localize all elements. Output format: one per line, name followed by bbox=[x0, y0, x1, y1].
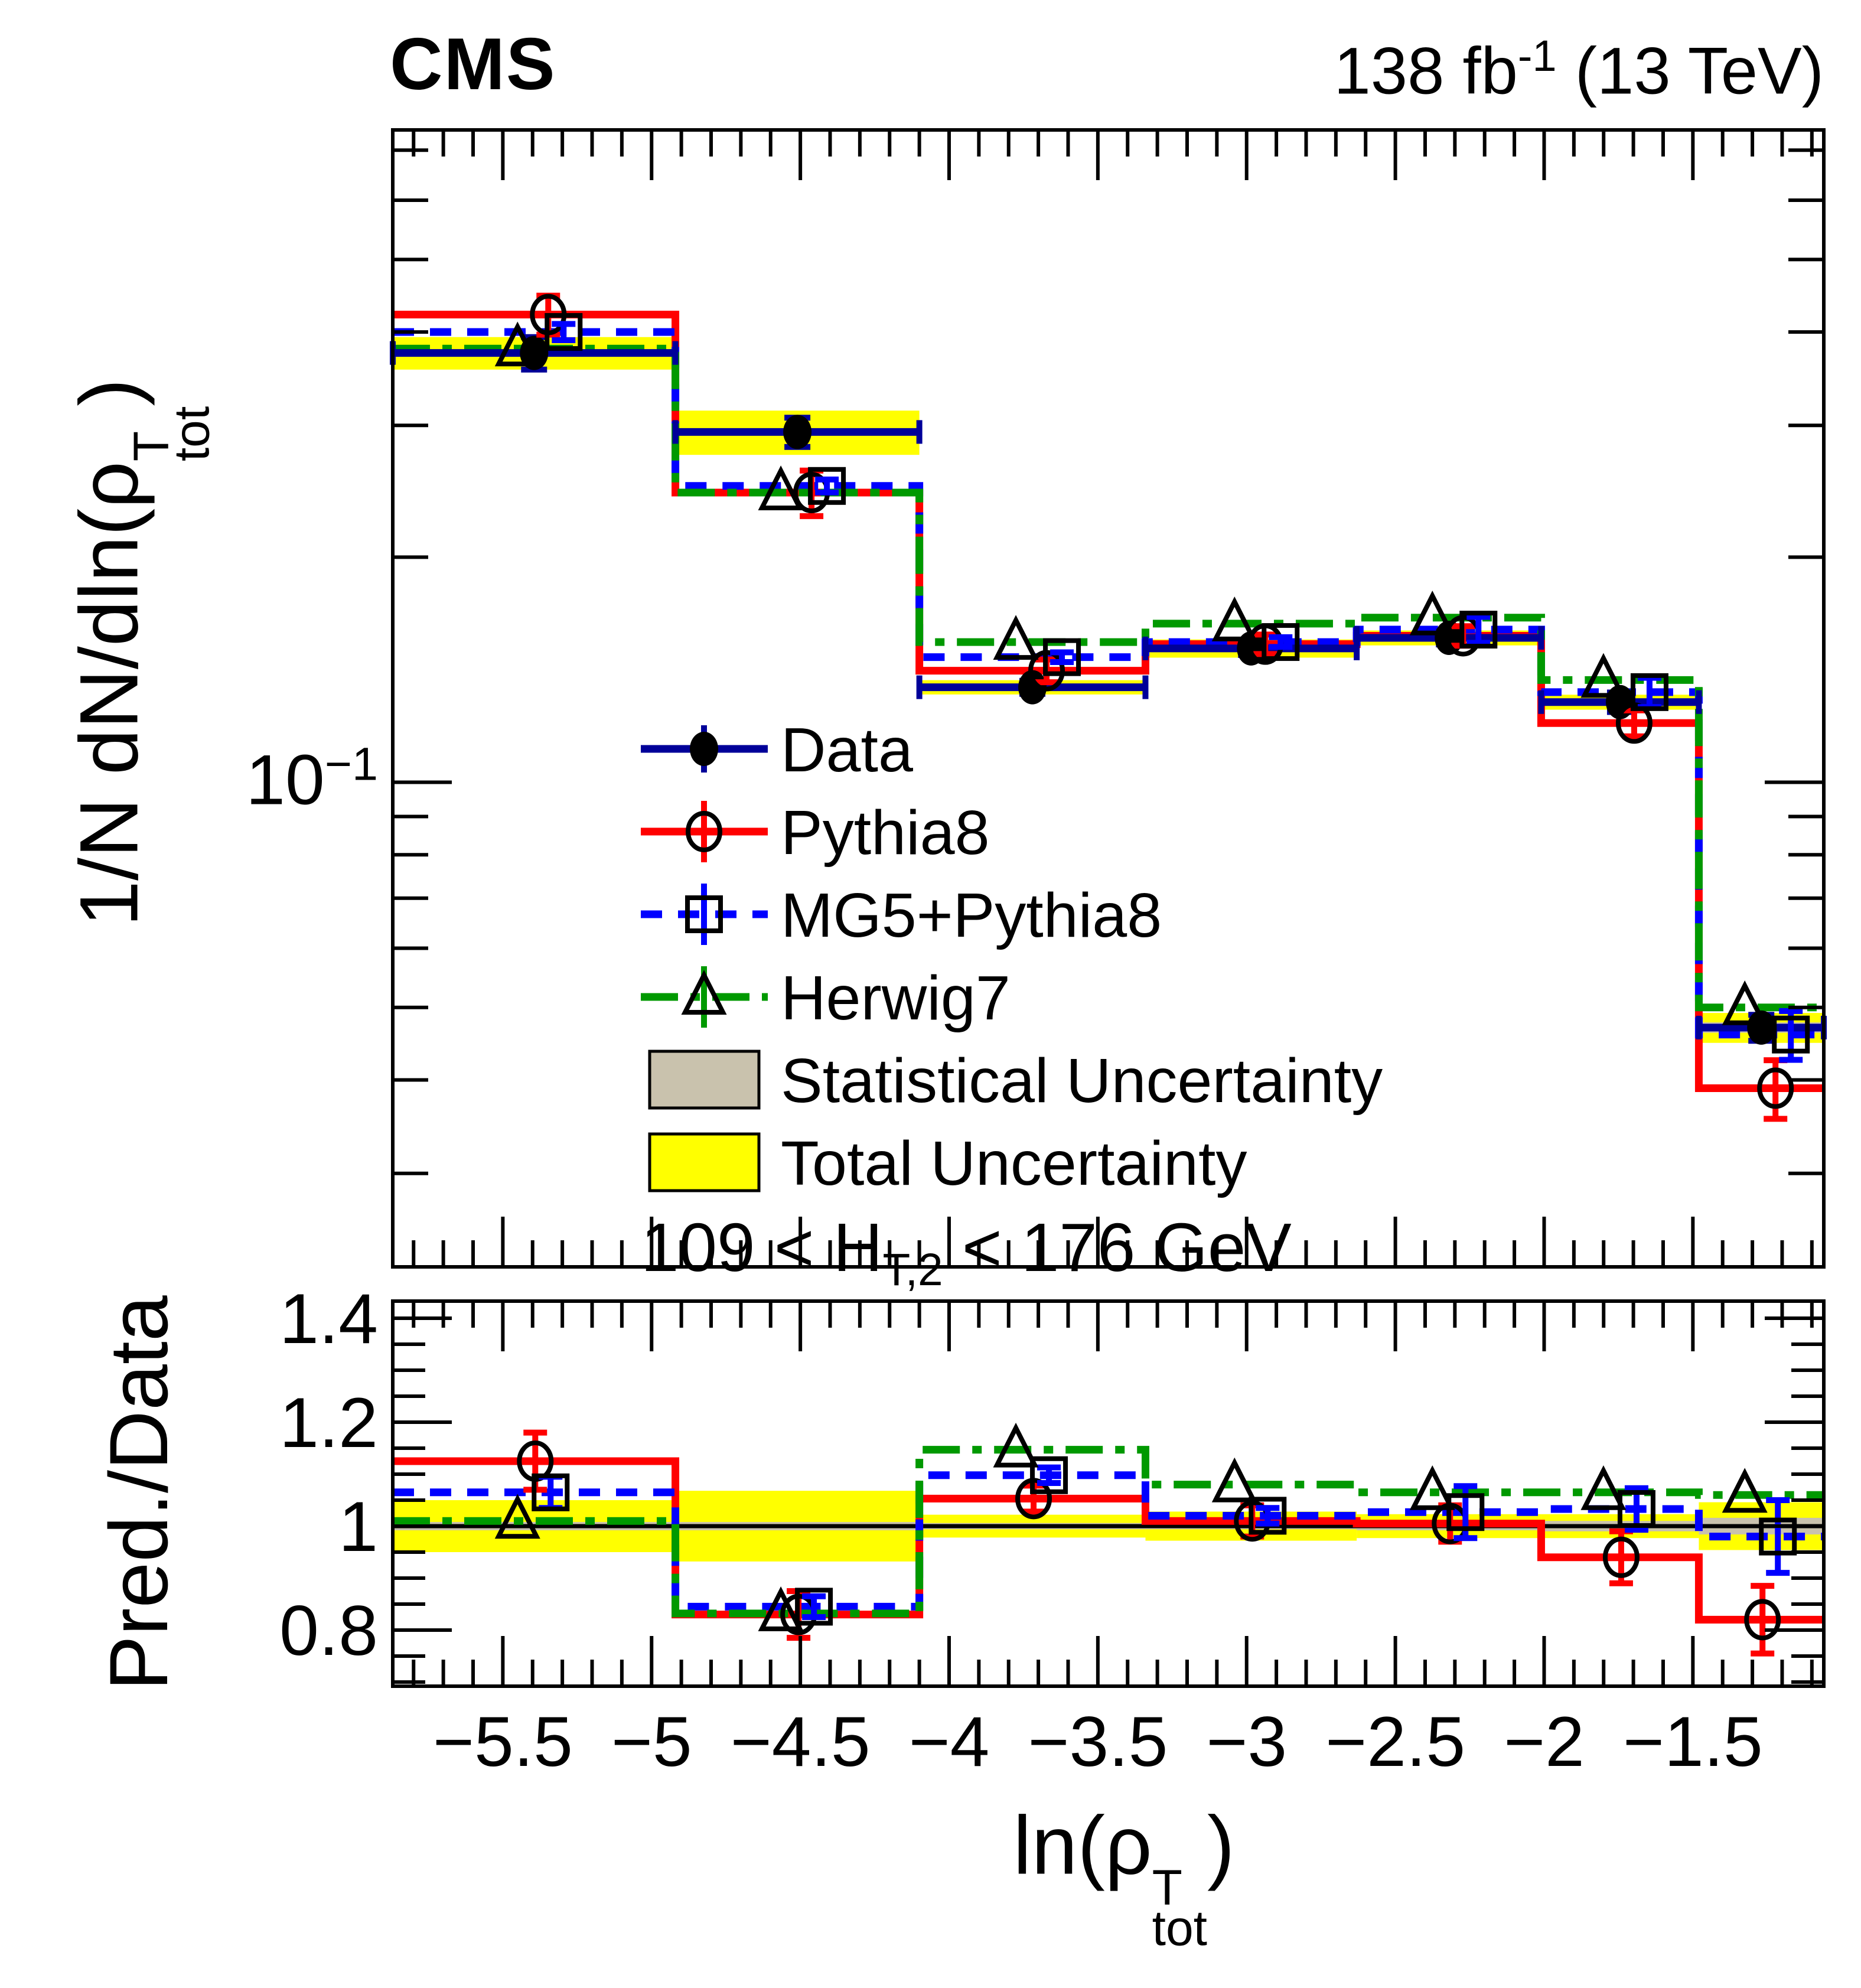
legend-total-uncertainty-swatch bbox=[648, 1132, 761, 1192]
herwig7-ratio-marker bbox=[1409, 1465, 1455, 1510]
ratio-hist-mg5+pythia8 bbox=[393, 1471, 1824, 1611]
x-tick-label: −5 bbox=[611, 1702, 692, 1781]
hist-herwig7 bbox=[393, 344, 1824, 1012]
herwig7-ratio-marker bbox=[758, 1586, 804, 1631]
x-tick-label: −2.5 bbox=[1325, 1702, 1465, 1781]
experiment-label: CMS bbox=[390, 24, 556, 105]
x-tick-label: −1.5 bbox=[1623, 1702, 1763, 1781]
herwig7-marker bbox=[1580, 653, 1627, 698]
herwig7-ratio-marker bbox=[1211, 1457, 1257, 1503]
x-tick-label: −5.5 bbox=[433, 1702, 573, 1781]
data-marker bbox=[783, 415, 812, 449]
luminosity-label: 138 fb-1 (13 TeV) bbox=[1334, 31, 1824, 109]
mg5+pythia8-marker bbox=[1772, 1015, 1810, 1054]
rho-symbol: ρ bbox=[1104, 1798, 1152, 1892]
legend-label: Data bbox=[781, 715, 913, 785]
mg5+pythia8-marker bbox=[1262, 623, 1300, 661]
mg5+pythia8-ratio-marker bbox=[532, 1473, 570, 1511]
mg5+pythia8-marker bbox=[1459, 611, 1498, 649]
mg5+pythia8-ratio-marker bbox=[1030, 1456, 1068, 1494]
pythia8-ratio-marker bbox=[1744, 1599, 1781, 1641]
herwig7-ratio-marker bbox=[1580, 1465, 1627, 1510]
ratio-y-tick-label: 1 bbox=[338, 1487, 378, 1566]
x-tick-label: −3 bbox=[1206, 1702, 1287, 1781]
legend-label: Pythia8 bbox=[781, 798, 990, 868]
mg5+pythia8-ratio-marker bbox=[795, 1588, 833, 1626]
mg5+pythia8-ratio-marker bbox=[1249, 1497, 1287, 1535]
lumi-suffix: (13 TeV) bbox=[1556, 34, 1824, 108]
x-tick-label: −4.5 bbox=[731, 1702, 871, 1781]
pythia8-marker bbox=[1757, 1067, 1794, 1109]
legend-pythia8-marker bbox=[686, 811, 722, 852]
ratio-y-axis-title: Pred./Data bbox=[92, 1295, 185, 1691]
ratio-y-tick-label: 0.8 bbox=[279, 1591, 378, 1670]
mg5+pythia8-ratio-marker bbox=[1759, 1517, 1797, 1556]
data-marker bbox=[1747, 1010, 1776, 1045]
top-panel-frame bbox=[391, 128, 1826, 1269]
legend-label: Statistical Uncertainty bbox=[781, 1046, 1383, 1116]
herwig7-marker bbox=[1409, 590, 1455, 635]
legend-label: Herwig7 bbox=[781, 963, 1011, 1033]
lumi-prefix: 138 fb bbox=[1334, 34, 1518, 108]
legend-stat-uncertainty-swatch bbox=[648, 1050, 761, 1110]
herwig7-marker bbox=[993, 615, 1039, 660]
herwig7-marker bbox=[494, 321, 540, 367]
pythia8-ratio-marker bbox=[1602, 1536, 1640, 1578]
legend-data-marker bbox=[690, 732, 718, 766]
legend-mg5+pythia8-marker bbox=[685, 895, 723, 933]
herwig7-marker bbox=[758, 465, 804, 510]
herwig7-ratio-marker bbox=[494, 1494, 540, 1539]
herwig7-marker bbox=[1211, 596, 1257, 641]
ratio-y-tick-label: 1.4 bbox=[279, 1279, 378, 1358]
rho-symbol: ρ bbox=[62, 461, 155, 509]
ratio-hist-herwig7 bbox=[393, 1446, 1824, 1618]
legend-herwig7-marker bbox=[681, 970, 727, 1015]
herwig7-marker bbox=[1722, 980, 1768, 1025]
legend-label: MG5+Pythia8 bbox=[781, 881, 1162, 950]
mg5+pythia8-marker bbox=[1043, 638, 1081, 676]
data-marker bbox=[1018, 670, 1047, 705]
top-y-major-tick-label: 10−1 bbox=[246, 737, 378, 820]
herwig7-ratio-marker bbox=[1722, 1468, 1768, 1513]
selection-label: 109 < HT,2 < 176 GeV bbox=[641, 1208, 1292, 1296]
x-tick-label: −3.5 bbox=[1028, 1702, 1168, 1781]
mg5+pythia8-marker bbox=[1630, 673, 1668, 711]
mg5+pythia8-marker bbox=[545, 313, 583, 351]
legend-label: Total Uncertainty bbox=[781, 1129, 1247, 1198]
x-tick-label: −4 bbox=[909, 1702, 990, 1781]
ratio-panel-frame bbox=[391, 1299, 1826, 1688]
herwig7-ratio-marker bbox=[993, 1422, 1039, 1468]
lumi-exponent: -1 bbox=[1517, 31, 1557, 80]
mg5+pythia8-marker bbox=[808, 467, 846, 505]
ratio-y-tick-label: 1.2 bbox=[279, 1383, 378, 1462]
mg5+pythia8-ratio-marker bbox=[1446, 1493, 1485, 1531]
x-tick-label: −2 bbox=[1504, 1702, 1585, 1781]
